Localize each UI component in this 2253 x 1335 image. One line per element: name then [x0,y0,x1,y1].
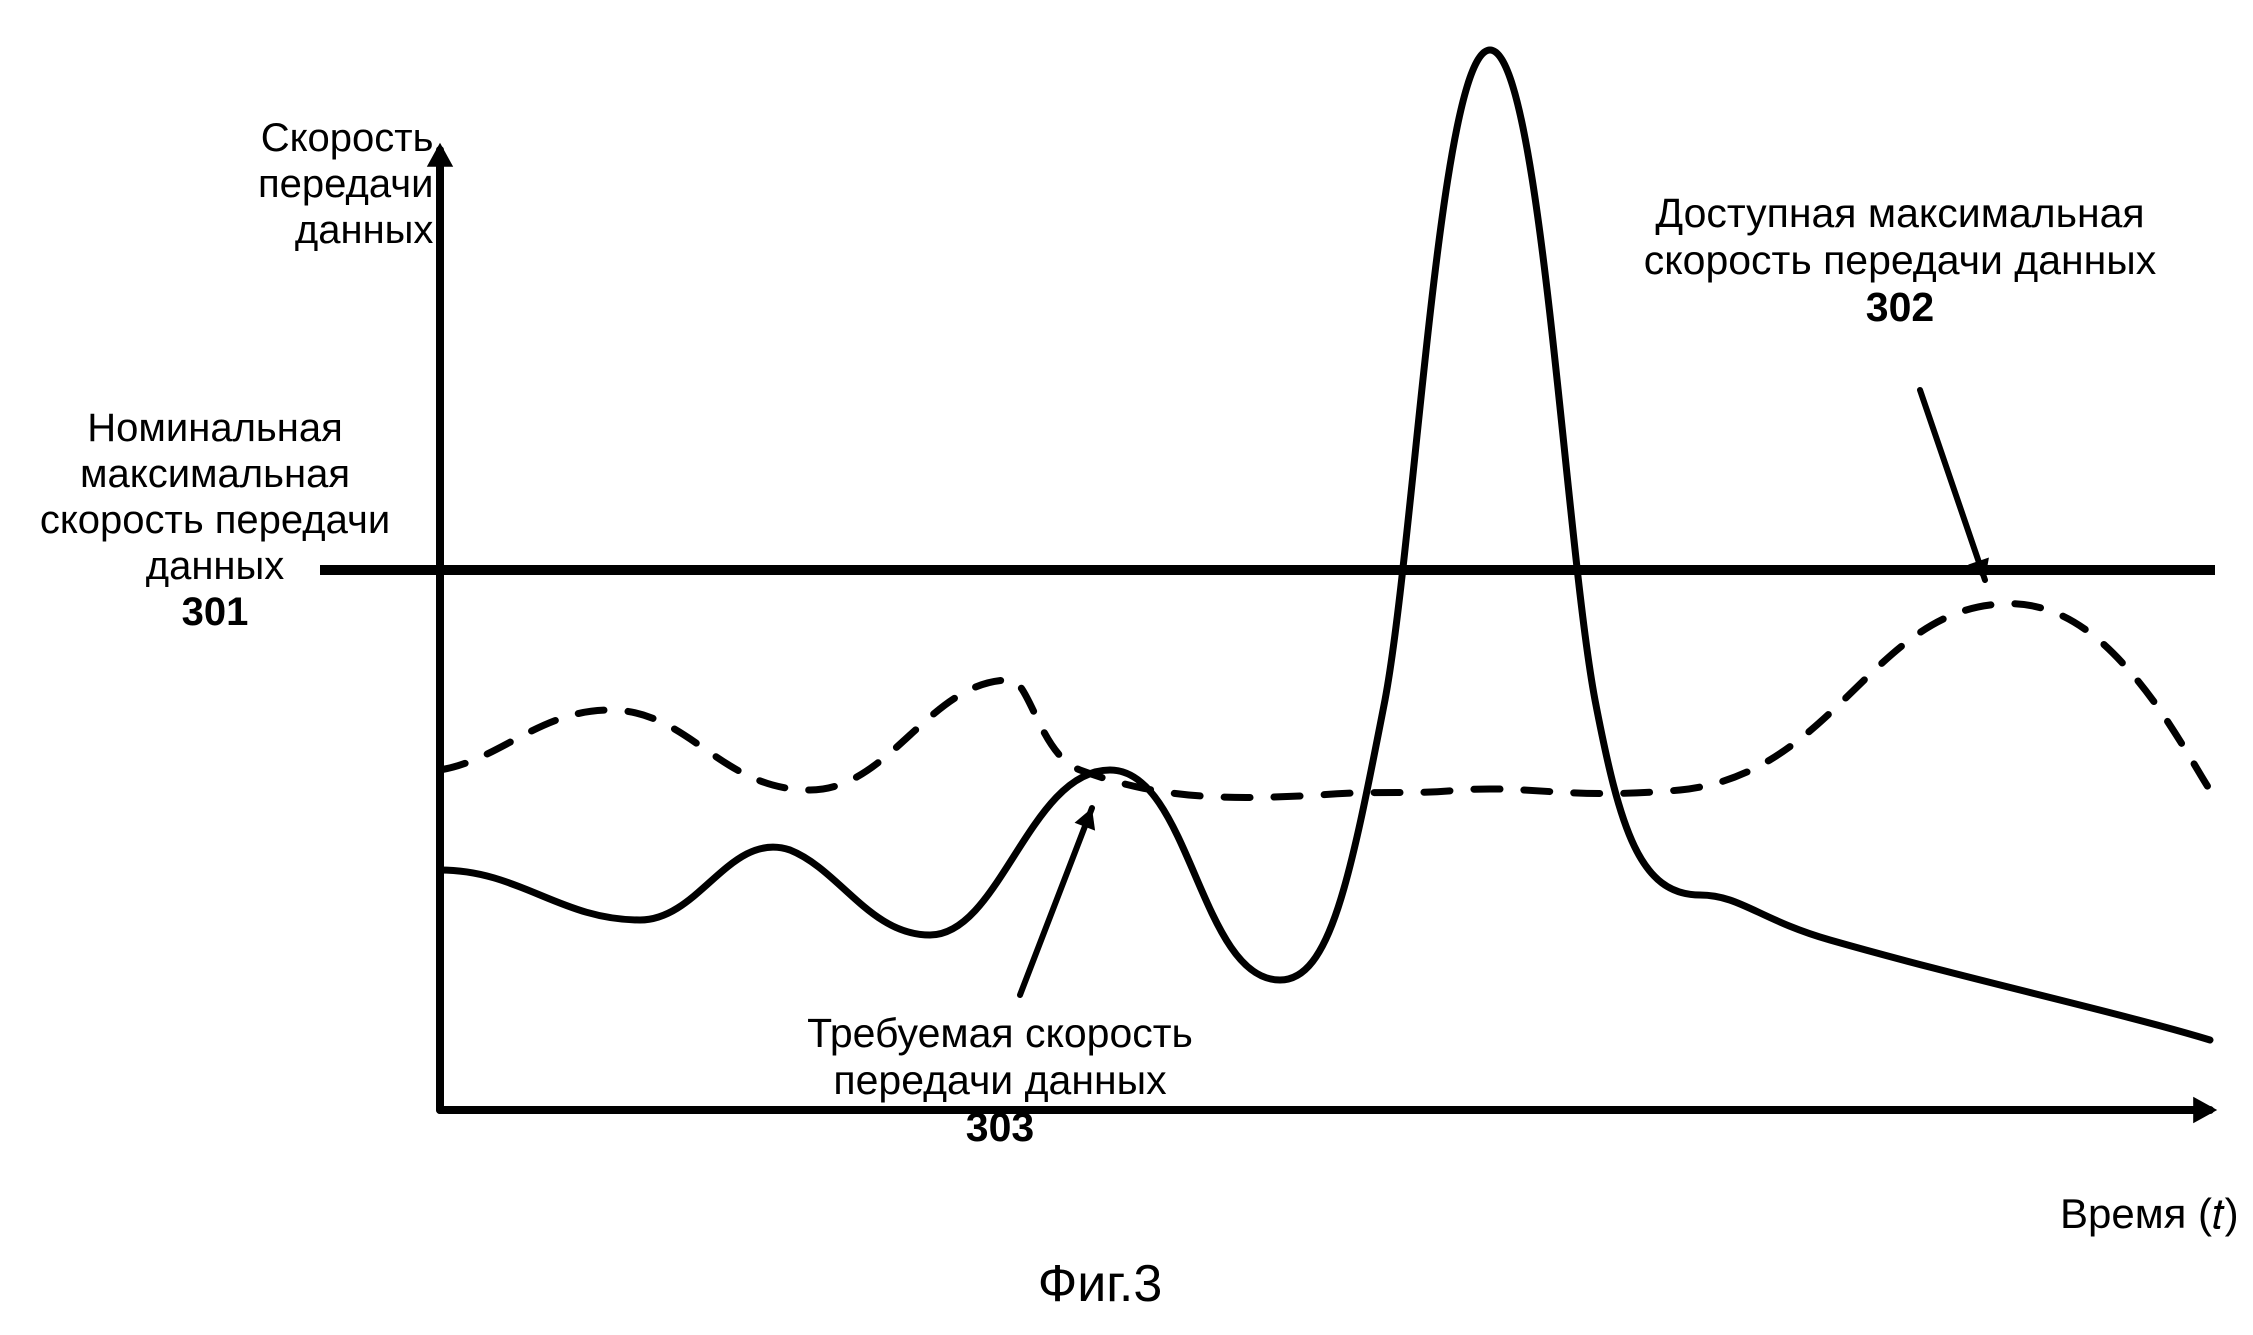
figure-container: { "figure": { "type": "line-diagram", "c… [0,0,2253,1335]
available-label: Доступная максимальнаяскорость передачи … [1590,190,2210,331]
nominal-label: Номинальнаямаксимальнаяскорость передачи… [15,405,415,635]
y-axis-label: Скоростьпередачиданных [258,115,433,253]
required-label: Требуемая скоростьпередачи данных303 [740,1010,1260,1151]
x-axis-label: Время (𝑡) [2060,1190,2239,1238]
figure-caption: Фиг.3 [950,1255,1250,1315]
